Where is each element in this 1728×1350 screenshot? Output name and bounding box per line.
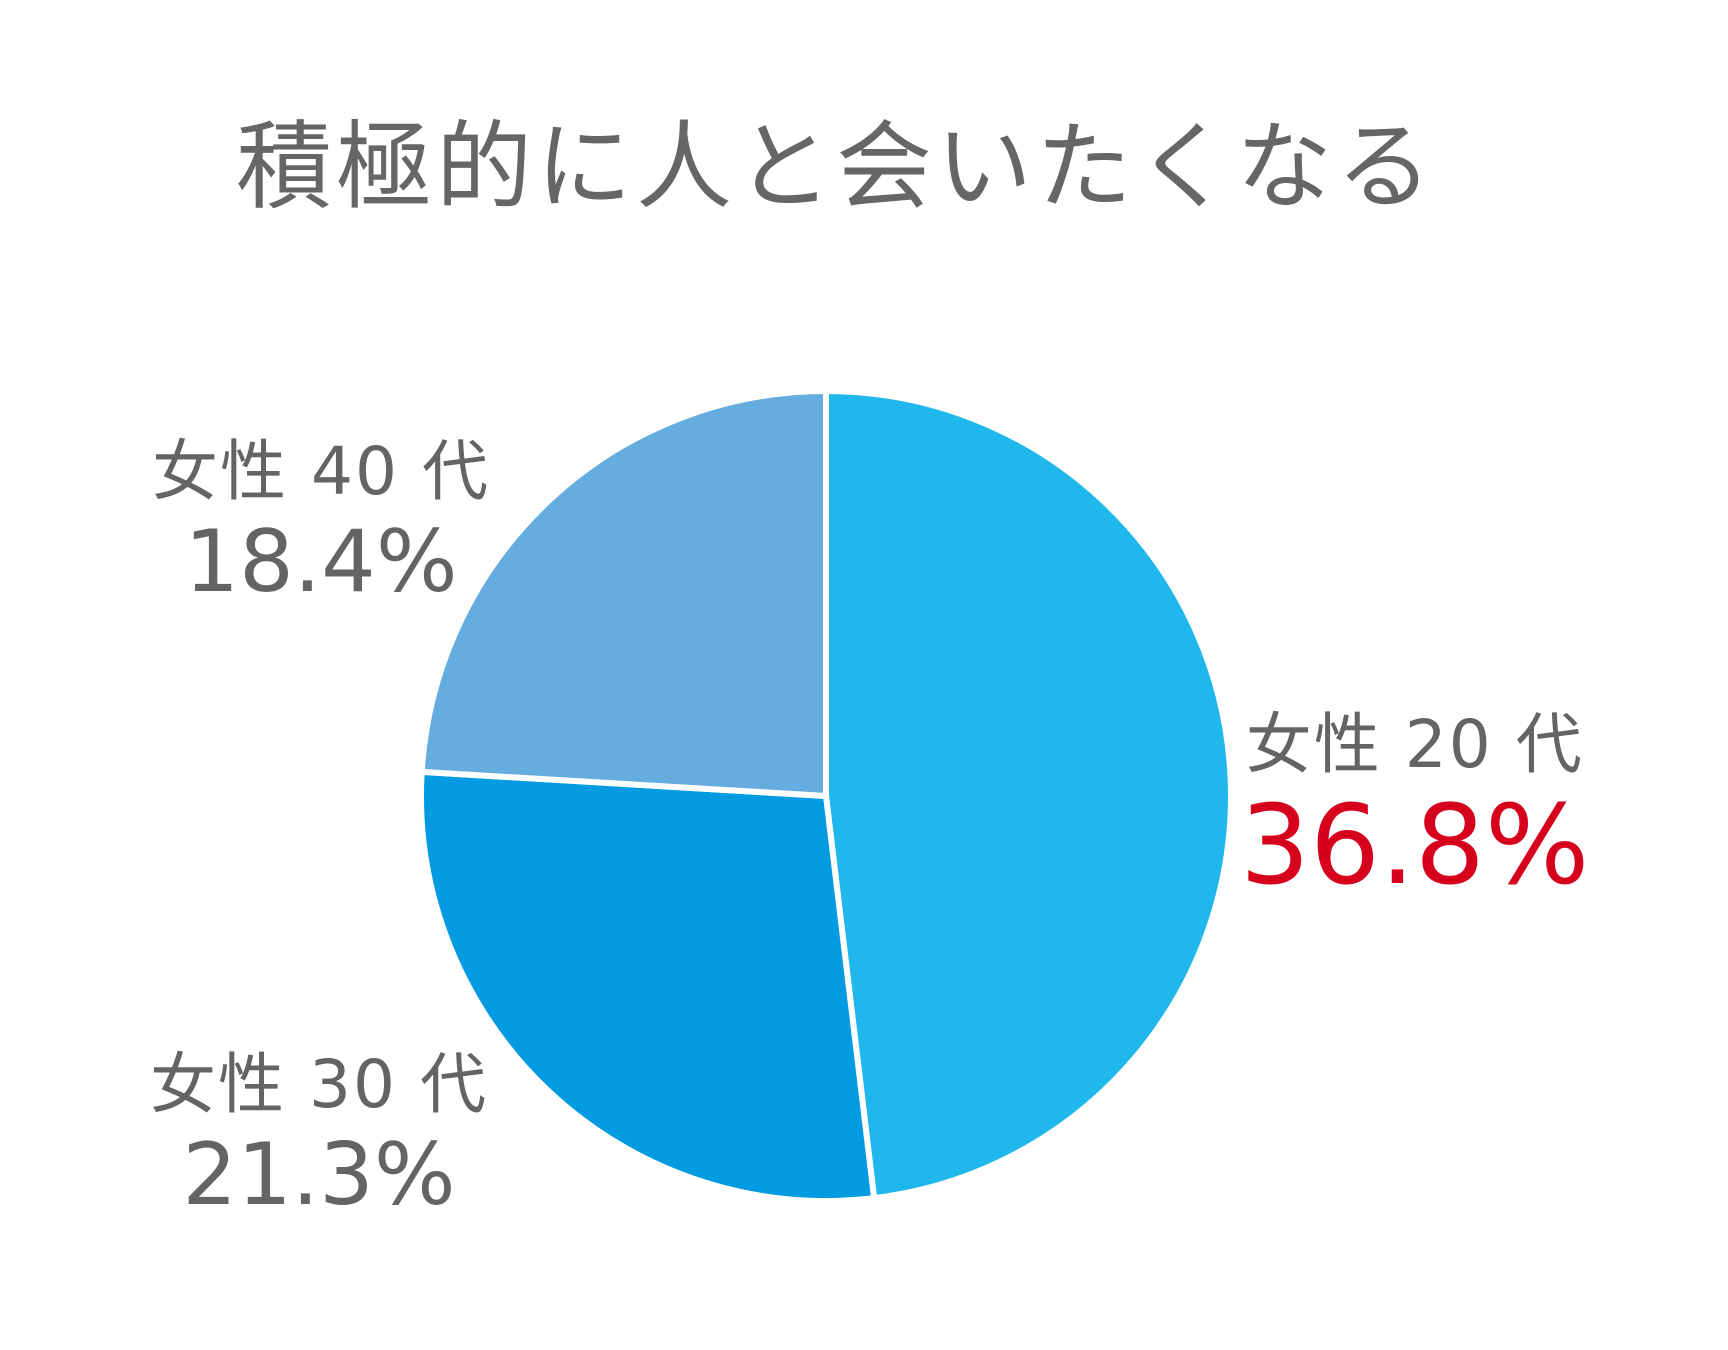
- slice-label-40s: 女性 40 代 18.4%: [152, 432, 490, 612]
- chart-title: 積極的に人と会いたくなる: [236, 111, 1436, 223]
- slice-name-20s: 女性 20 代: [1245, 706, 1584, 783]
- slice-label-30s: 女性 30 代 21.3%: [150, 1045, 488, 1225]
- slice-value-30s: 21.3%: [182, 1125, 456, 1225]
- pie-slice-40s: [418, 388, 829, 799]
- pie-slice-30s: [418, 768, 878, 1204]
- slice-name-30s: 女性 30 代: [150, 1046, 488, 1123]
- pie-slice-20s: [823, 388, 1234, 1202]
- slice-label-20s: 女性 20 代 36.8%: [1240, 705, 1589, 905]
- slice-name-40s: 女性 40 代: [152, 433, 490, 510]
- slice-value-40s: 18.4%: [184, 512, 458, 612]
- slice-value-20s: 36.8%: [1240, 781, 1590, 909]
